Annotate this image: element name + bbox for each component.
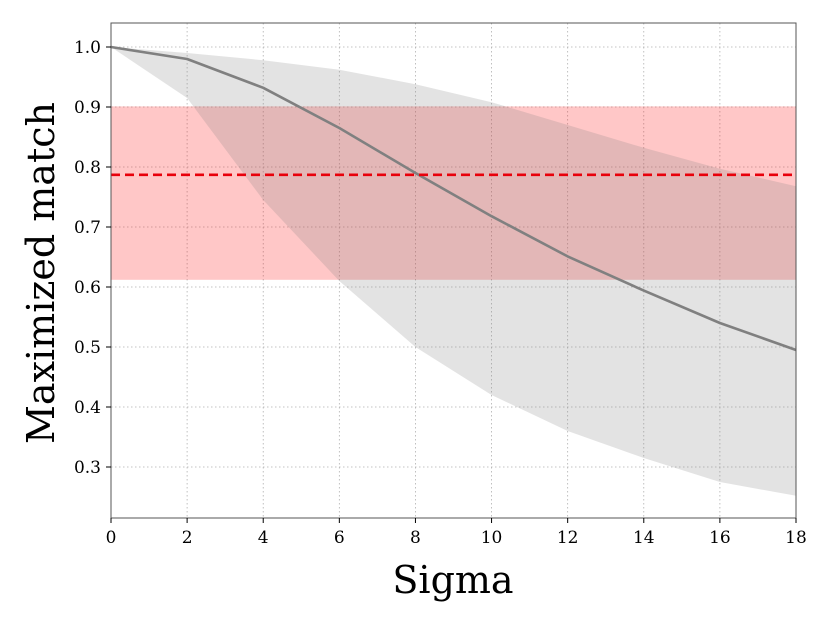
y-tick-label: 0.5 [74,338,101,358]
reference-band [111,106,796,280]
x-tick-label: 10 [481,528,503,548]
x-tick-label: 18 [785,528,807,548]
plot-frame [110,22,797,519]
y-tick-label: 0.9 [74,98,101,118]
x-axis-label: Sigma [392,558,513,602]
x-tick-label: 2 [182,528,193,548]
x-tick-label: 6 [334,528,345,548]
y-tick-label: 0.3 [74,458,101,478]
x-tick-label: 4 [258,528,269,548]
x-tick-label: 14 [633,528,655,548]
bands [111,47,796,496]
match-spread-band [111,47,796,496]
y-tick-label: 1.0 [74,38,101,58]
x-tick-label: 12 [557,528,579,548]
lines [110,45,797,352]
y-tick-label: 0.4 [74,398,101,418]
x-tick-label: 8 [410,528,421,548]
x-tick-label: 0 [106,528,117,548]
mean-match-line [110,45,797,352]
ticks: 0 2 4 6 8 10 12 14 16 18 0.3 0.4 0.5 0.6 0.7 0.8 0.9 1.0 [74,38,807,548]
y-axis-label: Maximized match [19,102,63,444]
y-tick-label: 0.8 [74,158,101,178]
x-tick-label: 16 [709,528,731,548]
y-tick-label: 0.6 [74,278,101,298]
y-tick-label: 0.7 [74,218,101,238]
